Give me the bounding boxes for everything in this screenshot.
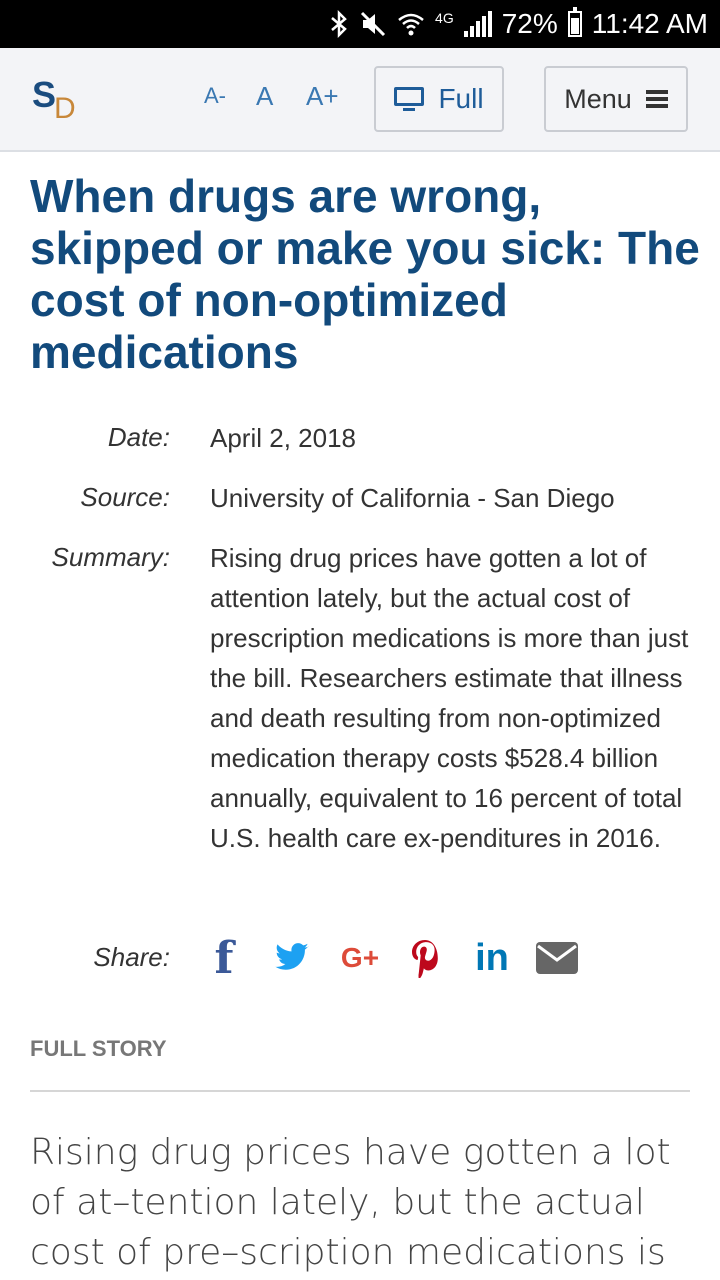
hamburger-icon <box>645 90 668 108</box>
signal-icon <box>463 11 492 37</box>
story-body: Rising drug prices have gotten a lot of … <box>30 1132 671 1273</box>
date-label: Date: <box>107 422 170 452</box>
wifi-icon <box>397 10 425 38</box>
linkedin-icon[interactable]: in <box>475 936 509 979</box>
email-icon[interactable] <box>536 934 578 982</box>
section-divider <box>30 1090 690 1092</box>
full-view-label: Full <box>438 83 484 114</box>
article-source: University of California - San Diego <box>210 483 615 513</box>
source-label: Source: <box>80 482 170 512</box>
logo-s: S <box>32 74 57 115</box>
article-date: April 2, 2018 <box>210 423 356 453</box>
menu-button[interactable]: Menu <box>544 66 688 132</box>
mute-icon <box>359 10 387 38</box>
site-header: S D A- A A+ Full Menu <box>0 48 720 152</box>
full-view-button[interactable]: Full <box>374 66 504 132</box>
status-icons: 4G 72% 11:42 AM <box>329 0 708 48</box>
google-plus-icon[interactable]: G+ <box>340 942 380 973</box>
network-type: 4G <box>435 10 454 26</box>
menu-label: Menu <box>564 83 632 114</box>
monitor-icon <box>394 87 425 111</box>
twitter-icon[interactable] <box>272 934 312 982</box>
battery-icon <box>567 7 582 37</box>
article-title: When drugs are wrong, skipped or make yo… <box>30 170 700 378</box>
summary-label: Summary: <box>51 542 170 572</box>
status-bar: 4G 72% 11:42 AM <box>0 0 720 48</box>
logo-d: D <box>54 92 76 125</box>
font-decrease-button[interactable]: A- <box>204 83 226 108</box>
pinterest-icon[interactable] <box>408 934 442 982</box>
full-story-heading: FULL STORY <box>30 1036 167 1061</box>
bluetooth-icon <box>329 10 349 38</box>
battery-percent: 72% <box>501 8 558 39</box>
font-normal-button[interactable]: A <box>256 80 274 111</box>
article-summary: Rising drug prices have gotten a lot of … <box>210 543 689 853</box>
clock: 11:42 AM <box>591 8 708 39</box>
share-label: Share: <box>93 942 170 972</box>
facebook-icon[interactable]: f <box>214 932 234 984</box>
font-increase-button[interactable]: A+ <box>306 80 339 111</box>
share-bar: f G+ in <box>210 932 578 984</box>
site-logo[interactable]: S D <box>32 74 92 125</box>
